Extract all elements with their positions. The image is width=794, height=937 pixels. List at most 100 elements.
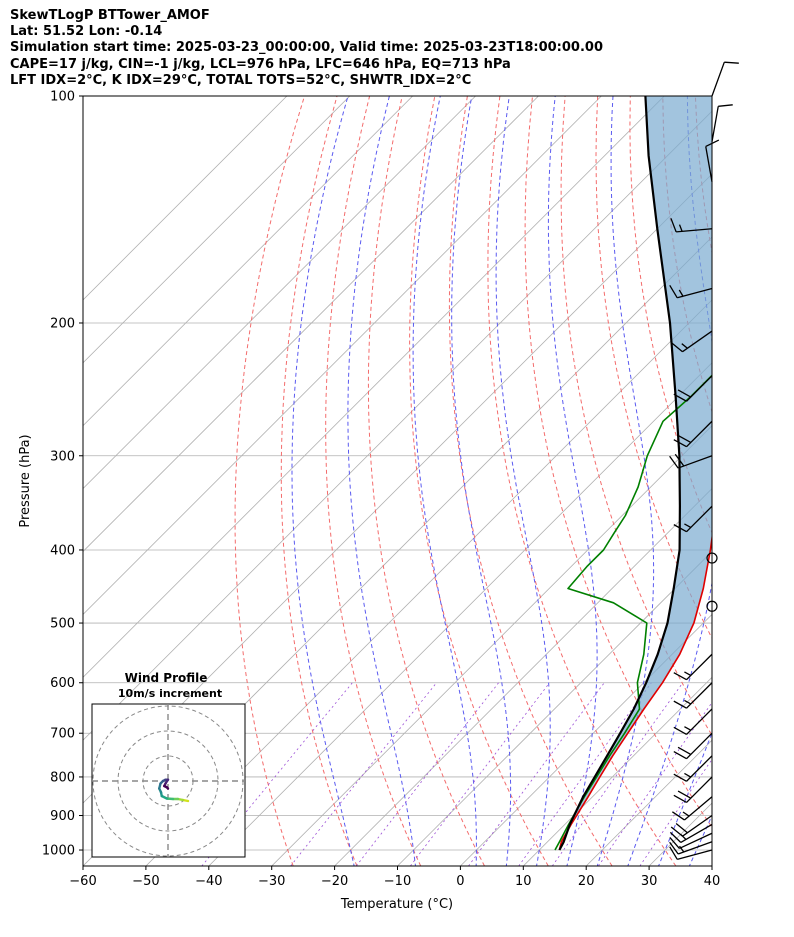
isotherm xyxy=(460,613,712,866)
x-tick-label: −20 xyxy=(321,874,348,889)
wind-barb xyxy=(670,814,713,837)
isotherm xyxy=(83,110,712,741)
wind-barb xyxy=(673,708,713,735)
x-tick-label: −40 xyxy=(195,874,222,889)
wind-barb xyxy=(706,600,718,612)
x-tick-label: 10 xyxy=(515,874,532,889)
wind-barb xyxy=(669,841,713,855)
isotherm xyxy=(397,550,712,866)
dewpoint-line xyxy=(554,374,712,851)
isotherm xyxy=(83,96,351,364)
wind-barb xyxy=(671,796,713,821)
x-tick-label: 20 xyxy=(578,874,595,889)
isotherm xyxy=(83,96,665,678)
dry-adiabat xyxy=(409,96,549,866)
y-tick-label: 500 xyxy=(50,617,75,632)
mixing-ratio-line xyxy=(468,682,605,866)
moist-adiabat xyxy=(547,96,598,866)
moist-adiabat xyxy=(495,96,551,866)
mixing-ratio-line xyxy=(410,682,550,866)
isotherm xyxy=(271,425,712,866)
x-tick-label: −30 xyxy=(258,874,285,889)
isotherm xyxy=(83,96,288,301)
y-tick-label: 100 xyxy=(50,90,75,105)
figure-header: SkewTLogP BTTower_AMOF Lat: 51.52 Lon: -… xyxy=(10,8,603,89)
moist-adiabat xyxy=(657,731,712,866)
wind-barb xyxy=(711,104,733,142)
dry-adiabat xyxy=(280,96,358,866)
axis-ticks: −60 −50 −40 −30 −20 −10 0 10 20 30 40 1000 900 800 700… xyxy=(42,90,720,890)
y-tick-label: 200 xyxy=(50,316,75,331)
header-cape-stats: CAPE=17 j/kg, CIN=-1 j/kg, LCL=976 hPa, … xyxy=(10,56,511,72)
isotherm xyxy=(145,299,712,866)
mixing-ratio-line xyxy=(355,682,499,866)
wind-barb xyxy=(669,823,713,844)
x-tick-label: 0 xyxy=(456,874,464,889)
header-times: Simulation start time: 2025-03-23_00:00:… xyxy=(10,40,603,56)
mixing-ratio-line xyxy=(290,682,437,866)
wind-barb xyxy=(669,453,713,469)
isotherm xyxy=(83,96,413,427)
y-axis-label: Pressure (hPa) xyxy=(18,434,33,527)
y-tick-label: 700 xyxy=(50,727,75,742)
wind-barb xyxy=(711,61,739,97)
isotherm xyxy=(208,362,712,866)
hodograph-trace xyxy=(165,786,170,790)
y-tick-label: 400 xyxy=(50,543,75,558)
wind-barb xyxy=(673,505,713,533)
mixing-ratio-line xyxy=(639,758,712,866)
x-tick-label: −60 xyxy=(69,874,96,889)
isotherm xyxy=(711,865,712,866)
cape-fill xyxy=(559,96,712,850)
isotherm xyxy=(83,96,476,490)
moist-adiabat xyxy=(412,96,477,866)
mixing-ratio-line xyxy=(598,701,712,866)
x-tick-label: 40 xyxy=(704,874,721,889)
wind-barb xyxy=(673,653,713,681)
dry-adiabat xyxy=(728,96,794,866)
header-index-stats: LFT IDX=2°C, K IDX=29°C, TOTAL TOTS=52°C… xyxy=(10,72,472,88)
hodograph-title: Wind Profile xyxy=(125,671,208,685)
y-tick-label: 600 xyxy=(50,676,75,691)
x-tick-label: 30 xyxy=(641,874,658,889)
wind-barb xyxy=(670,218,713,233)
isotherm xyxy=(83,96,602,615)
dry-adiabat xyxy=(325,96,422,866)
isotherm xyxy=(334,488,712,866)
moist-adiabat xyxy=(596,96,655,866)
dry-adiabat xyxy=(234,96,305,866)
x-tick-label: −50 xyxy=(132,874,159,889)
y-tick-label: 1000 xyxy=(42,844,75,859)
wind-barb xyxy=(673,755,713,782)
profile-lines xyxy=(554,96,712,851)
wind-barb xyxy=(669,284,713,299)
wind-barb xyxy=(673,375,713,402)
cape-area xyxy=(559,96,712,850)
mixing-ratio-line xyxy=(518,682,652,866)
x-tick-label: −10 xyxy=(384,874,411,889)
dry-adiabat xyxy=(487,96,677,866)
y-tick-label: 900 xyxy=(50,809,75,824)
moist-adiabat xyxy=(627,96,712,866)
dry-adiabat xyxy=(524,96,712,829)
header-title: SkewTLogP BTTower_AMOF xyxy=(10,8,210,23)
moist-adiabat xyxy=(347,96,417,866)
moist-adiabat xyxy=(291,96,355,866)
mixing-ratio-line xyxy=(551,682,684,866)
wind-barb xyxy=(673,732,713,760)
isotherm xyxy=(83,96,539,553)
dry-adiabat xyxy=(629,96,712,534)
x-axis-label: Temperature (°C) xyxy=(340,897,453,912)
hodograph-subtitle: 10m/s increment xyxy=(118,687,222,700)
dry-adiabat xyxy=(367,96,485,866)
wind-barb xyxy=(705,139,720,183)
header-location: Lat: 51.52 Lon: -0.14 xyxy=(10,24,163,40)
wind-barb xyxy=(673,682,713,709)
wind-barb xyxy=(673,420,713,448)
temperature-line xyxy=(558,532,712,851)
dry-adiabat xyxy=(448,96,613,866)
dry-adiabat xyxy=(560,96,712,737)
dry-adiabat xyxy=(761,96,794,866)
wind-barb xyxy=(670,330,713,353)
